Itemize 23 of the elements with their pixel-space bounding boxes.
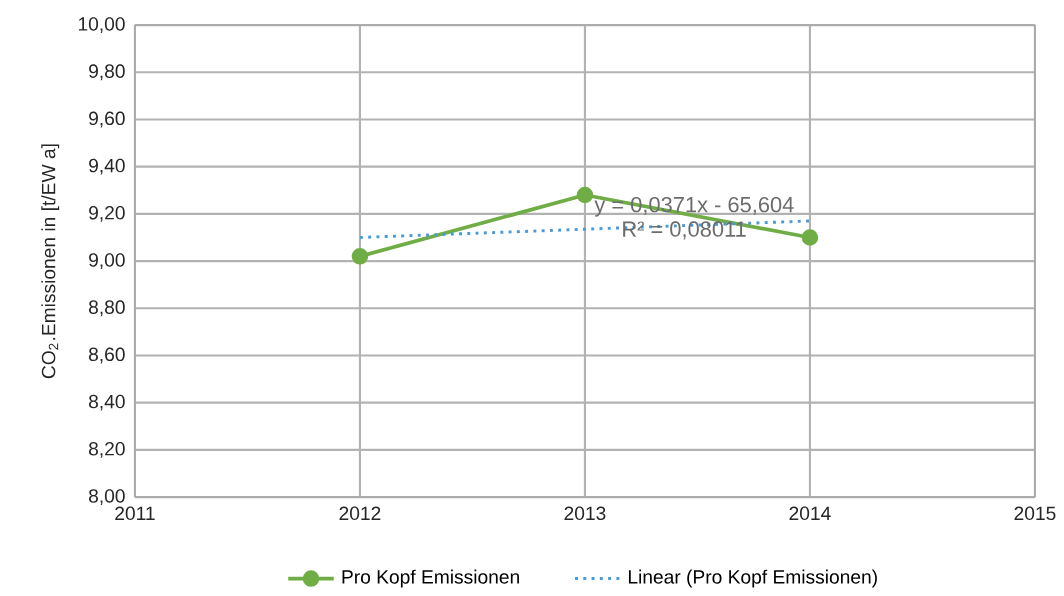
y-tick-label: 8,80 (88, 300, 125, 317)
y-tick-label: 8,60 (88, 347, 125, 364)
point (801, 229, 819, 246)
y-tick-label: 9,20 (89, 205, 125, 222)
y-tick-label: 9,40 (89, 158, 125, 175)
y-tick-label: 10,00 (78, 17, 125, 34)
y-tick-label: 9,00 (89, 253, 125, 270)
point (351, 248, 369, 265)
legend-label: Pro Kopf Emissionen (342, 569, 519, 588)
x-tick-label: 2012 (339, 506, 381, 521)
y-tick-label: 9,60 (89, 111, 125, 128)
x-tick-label: 2015 (1014, 506, 1056, 521)
x-tick-label: 2013 (564, 506, 606, 521)
annotation: R² = 0,08011 (623, 221, 746, 240)
x-tick-label: 2011 (115, 506, 155, 521)
y-tick-label: 9,80 (89, 64, 125, 81)
y-axis-title: CO$_{2}$.Emissionen in [t/EW a] (41, 144, 60, 379)
x-tick-label: 2014 (789, 506, 831, 521)
y-tick-label: 8,40 (88, 394, 125, 411)
y-tick-label: 8,20 (88, 441, 125, 458)
point (576, 186, 594, 204)
legend-label: Linear (Pro Kopf Emissionen) (628, 569, 877, 588)
y-tick-label: 8,00 (88, 489, 125, 506)
